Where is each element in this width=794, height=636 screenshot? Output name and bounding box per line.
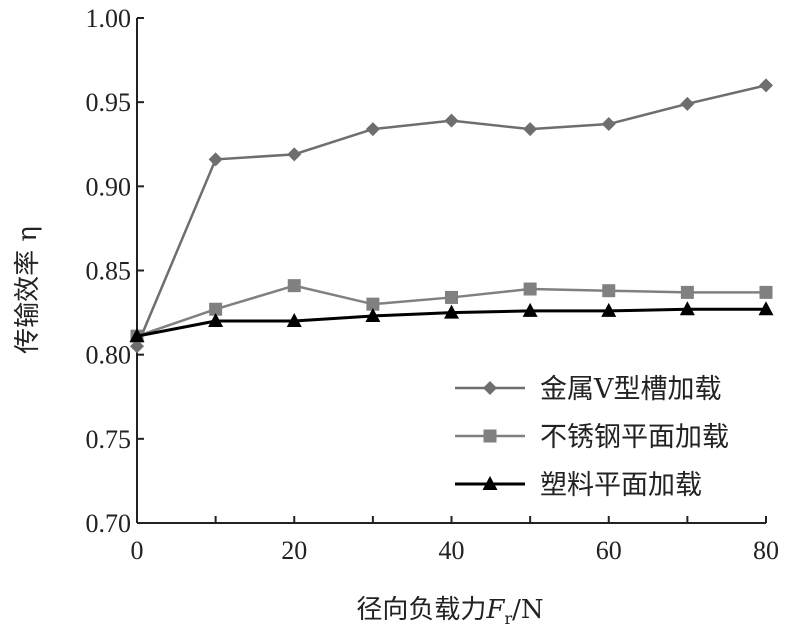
data-point [444, 304, 459, 319]
data-point [758, 301, 774, 316]
legend-marker [483, 381, 497, 395]
data-point [129, 328, 145, 343]
legend-label: 塑料平面加载 [540, 470, 702, 501]
legend-entry: 不锈钢平面加载 [455, 422, 729, 453]
x-tick-label: 60 [596, 536, 622, 565]
y-tick-label: 0.70 [86, 509, 132, 538]
x-axis-title-symbol: F [485, 595, 505, 625]
data-point [445, 290, 458, 304]
x-tick-label: 40 [439, 536, 465, 565]
data-point [601, 302, 617, 317]
series-layer [129, 78, 774, 354]
x-tick-label: 20 [281, 536, 307, 565]
y-tick-label: 0.90 [86, 172, 132, 201]
x-tick-label: 80 [753, 536, 779, 565]
legend-marker [482, 476, 498, 490]
data-point [523, 282, 537, 296]
data-point [366, 297, 380, 311]
data-point [522, 302, 538, 317]
data-point [287, 147, 302, 162]
data-point [444, 113, 459, 128]
data-point [130, 339, 144, 354]
data-point [679, 301, 695, 316]
x-axis-title-text: 径向负载力 [356, 595, 486, 625]
x-axis-title: 径向负载力Fr/N [356, 595, 543, 628]
legend-entry: 金属V型槽加载 [455, 374, 722, 405]
legend-label: 金属V型槽加载 [540, 374, 722, 405]
series-1 [130, 78, 773, 354]
y-axis-ticks: 0.70 0.75 0.80 0.85 0.90 0.95 1.00 [86, 4, 144, 538]
legend-marker [483, 429, 497, 443]
data-point [680, 285, 694, 299]
data-point [365, 307, 381, 322]
data-point [365, 122, 380, 137]
data-point [208, 152, 223, 167]
y-tick-label: 0.75 [86, 425, 132, 454]
y-tick-label: 0.80 [86, 341, 132, 370]
data-point [602, 284, 616, 298]
series-3 [129, 301, 774, 343]
legend-label: 不锈钢平面加载 [540, 422, 729, 453]
y-axis-title: 传输效率 η [13, 226, 43, 354]
y-tick-label: 1.00 [86, 4, 132, 33]
y-tick-label: 0.85 [86, 257, 132, 286]
x-axis-title-unit: /N [512, 595, 544, 625]
data-point [759, 285, 773, 299]
series-2 [130, 279, 773, 343]
data-point [523, 122, 538, 137]
data-point [601, 117, 616, 132]
data-point [208, 313, 224, 327]
data-point [287, 279, 301, 293]
x-tick-label: 0 [131, 536, 144, 565]
data-point [209, 302, 223, 316]
x-axis-ticks: 0 20 40 60 80 [131, 516, 779, 565]
data-point [286, 313, 302, 327]
data-point [680, 96, 695, 111]
x-axis-title-subscript: r [504, 609, 512, 628]
y-tick-label: 0.95 [86, 88, 132, 117]
legend-entry: 塑料平面加载 [455, 470, 702, 501]
data-point [759, 78, 773, 93]
